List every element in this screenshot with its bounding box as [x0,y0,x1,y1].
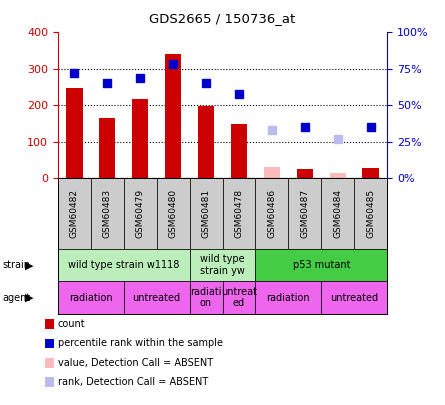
Text: radiati
on: radiati on [190,287,222,309]
Bar [198,106,214,178]
Text: rank, Detection Call = ABSENT: rank, Detection Call = ABSENT [58,377,208,387]
Text: GDS2665 / 150736_at: GDS2665 / 150736_at [150,12,295,25]
Text: p53 mutant: p53 mutant [292,260,350,270]
Text: untreat
ed: untreat ed [221,287,257,309]
Bar [264,167,280,178]
Text: ▶: ▶ [25,260,34,270]
Bar [165,53,182,178]
Text: strain: strain [2,260,30,270]
Text: GSM60487: GSM60487 [300,189,309,238]
Bar [330,173,346,178]
Text: GSM60483: GSM60483 [103,189,112,238]
Text: GSM60484: GSM60484 [333,189,342,238]
Text: GSM60482: GSM60482 [70,189,79,238]
Bar [66,88,83,178]
Text: GSM60485: GSM60485 [366,189,375,238]
Bar [132,99,149,178]
Bar [362,168,379,178]
Text: radiation: radiation [267,293,310,303]
Text: agent: agent [2,293,30,303]
Text: GSM60480: GSM60480 [169,189,178,238]
Text: wild type strain w1118: wild type strain w1118 [68,260,179,270]
Bar [296,169,313,178]
Text: GSM60479: GSM60479 [136,189,145,238]
Text: GSM60481: GSM60481 [202,189,210,238]
Text: GSM60478: GSM60478 [235,189,243,238]
Text: radiation: radiation [69,293,113,303]
Text: value, Detection Call = ABSENT: value, Detection Call = ABSENT [58,358,213,368]
Text: count: count [58,319,85,329]
Text: percentile rank within the sample: percentile rank within the sample [58,339,223,348]
Text: GSM60486: GSM60486 [267,189,276,238]
Text: wild type
strain yw: wild type strain yw [200,254,245,276]
Bar [231,124,247,178]
Text: ▶: ▶ [25,293,34,303]
Text: untreated: untreated [133,293,181,303]
Bar [99,118,116,178]
Text: untreated: untreated [330,293,378,303]
